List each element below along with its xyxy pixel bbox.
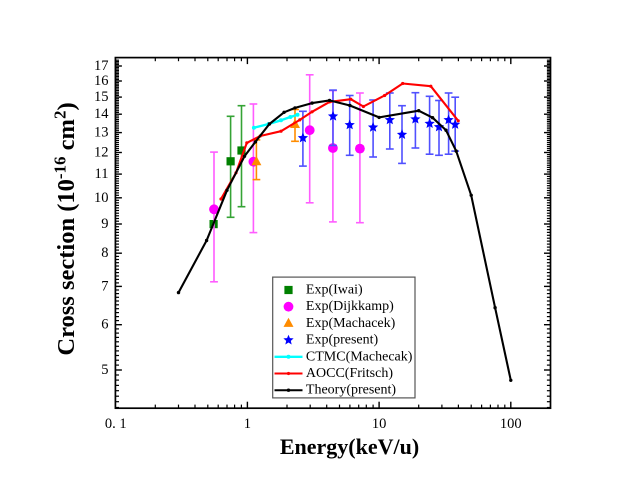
- svg-text:Exp(present): Exp(present): [306, 333, 379, 348]
- svg-text:Theory(present): Theory(present): [306, 383, 397, 398]
- svg-text:11: 11: [95, 166, 109, 182]
- svg-text:1: 1: [244, 416, 251, 432]
- svg-text:Exp(Iwai): Exp(Iwai): [306, 283, 363, 298]
- svg-text:Exp(Dijkkamp): Exp(Dijkkamp): [306, 299, 394, 314]
- svg-text:0. 1: 0. 1: [105, 416, 127, 432]
- svg-text:Cross section (10-16 cm2): Cross section (10-16 cm2): [51, 102, 81, 355]
- svg-text:14: 14: [94, 106, 109, 122]
- svg-text:9: 9: [101, 216, 108, 232]
- svg-text:16: 16: [94, 73, 109, 89]
- svg-text:Energy(keV/u): Energy(keV/u): [280, 434, 419, 459]
- svg-text:15: 15: [94, 89, 109, 105]
- svg-text:CTMC(Machecak): CTMC(Machecak): [306, 349, 413, 364]
- svg-text:10: 10: [94, 190, 109, 206]
- svg-text:10: 10: [372, 416, 387, 432]
- svg-text:Exp(Machacek): Exp(Machacek): [306, 316, 396, 331]
- svg-text:100: 100: [500, 416, 522, 432]
- svg-text:17: 17: [94, 58, 109, 74]
- svg-text:AOCC(Fritsch): AOCC(Fritsch): [306, 366, 393, 381]
- svg-text:6: 6: [101, 317, 108, 333]
- svg-text:13: 13: [94, 125, 109, 141]
- svg-text:8: 8: [101, 245, 108, 261]
- svg-text:7: 7: [101, 278, 108, 294]
- svg-text:5: 5: [101, 362, 108, 378]
- svg-text:12: 12: [94, 145, 109, 161]
